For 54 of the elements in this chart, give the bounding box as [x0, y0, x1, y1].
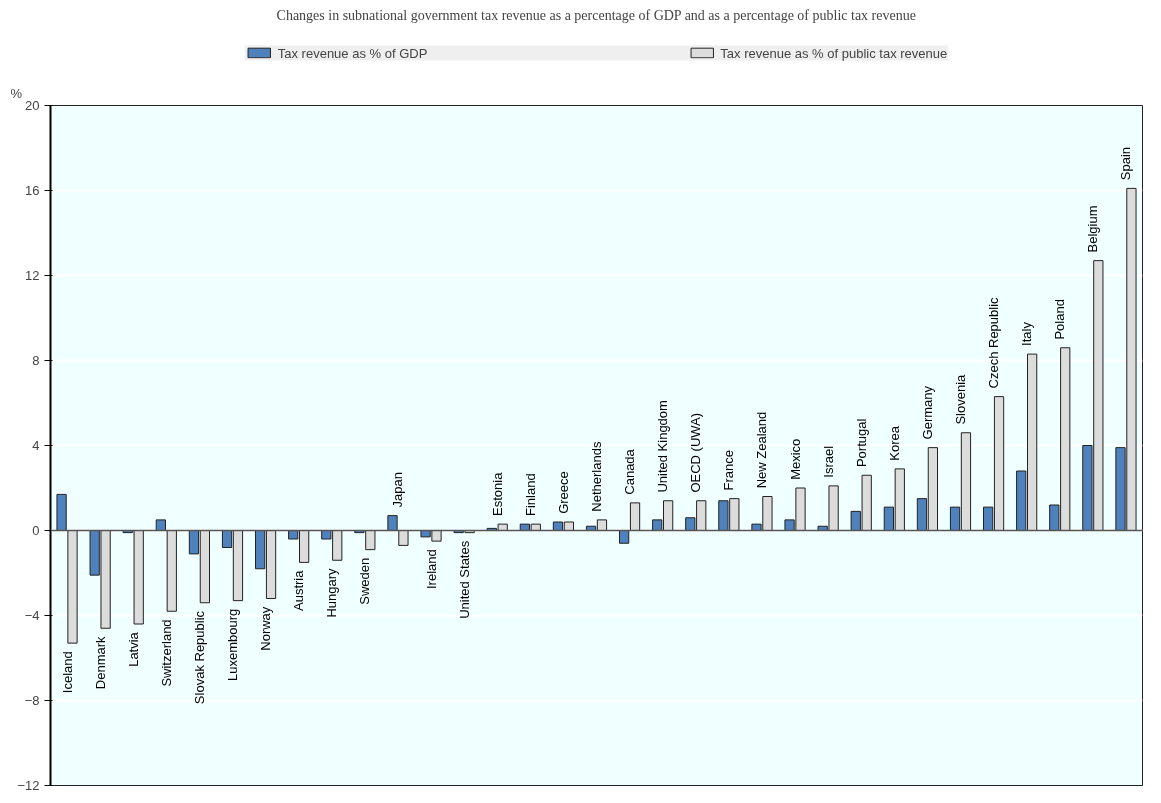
x-tick-label: Italy [1019, 321, 1035, 346]
bar [67, 530, 78, 644]
x-tick-label: Slovak Republic [191, 610, 207, 705]
x-tick-label: Belgium [1085, 205, 1101, 253]
x-tick-label: Portugal [853, 418, 869, 468]
x-tick-label: France [721, 450, 737, 491]
x-tick-label: Mexico [787, 438, 803, 480]
bar [166, 530, 177, 612]
x-tick-label: Slovenia [953, 373, 968, 425]
x-tick-label: OECD (UWA) [688, 412, 704, 493]
x-tick-label: Korea [886, 425, 902, 461]
x-tick-label: Denmark [92, 635, 108, 690]
x-tick-label: Netherlands [589, 441, 604, 512]
x-tick-label: Hungary [324, 567, 340, 618]
y-tick-label: 8 [32, 353, 40, 368]
x-tick-label: Greece [555, 471, 571, 514]
x-tick-label: Sweden [357, 557, 373, 605]
y-tick-label: −4 [24, 608, 40, 623]
bar [398, 530, 409, 546]
bar [619, 530, 630, 544]
y-tick-label: −8 [24, 693, 40, 708]
x-tick-label: Estonia [489, 471, 505, 516]
y-tick-label: 12 [25, 268, 40, 283]
x-tick-label: Poland [1052, 299, 1068, 340]
y-tick-label: 16 [25, 183, 40, 198]
y-axis-title: % [10, 85, 23, 101]
legend-label: Tax revenue as % of public tax revenue [720, 45, 948, 60]
x-tick-label: Luxembourg [225, 608, 240, 682]
x-tick-label: United Kingdom [655, 400, 671, 493]
x-tick-label: Norway [258, 606, 274, 651]
x-tick-label: Switzerland [158, 619, 174, 687]
x-tick-label: Japan [390, 472, 406, 508]
x-tick-label: New Zealand [754, 411, 770, 489]
bar [387, 515, 398, 531]
x-tick-label: United States [456, 540, 472, 619]
x-tick-label: Czech Republic [986, 296, 1002, 389]
y-tick-label: 20 [25, 98, 40, 113]
x-tick-label: Spain [1118, 146, 1134, 181]
x-tick-label: Israel [820, 445, 836, 478]
x-tick-label: Canada [622, 448, 638, 495]
x-tick-label: Ireland [423, 549, 439, 590]
x-tick-label: Latvia [125, 631, 141, 667]
bar [155, 519, 166, 531]
x-tick-label: Austria [291, 569, 307, 611]
x-tick-label: Germany [919, 385, 935, 440]
y-tick-label: 0 [32, 523, 40, 538]
bar [629, 502, 641, 531]
x-tick-label: Iceland [59, 651, 75, 694]
x-tick-label: Finland [522, 473, 538, 516]
chart-title: Changes in subnational government tax revenue as a percentage of GDP and as a percentage of public tax revenue [276, 7, 916, 23]
y-tick-label: −12 [17, 778, 40, 793]
legend-label: Tax revenue as % of GDP [277, 45, 428, 60]
y-tick-label: 4 [32, 438, 40, 453]
bar [56, 493, 67, 531]
